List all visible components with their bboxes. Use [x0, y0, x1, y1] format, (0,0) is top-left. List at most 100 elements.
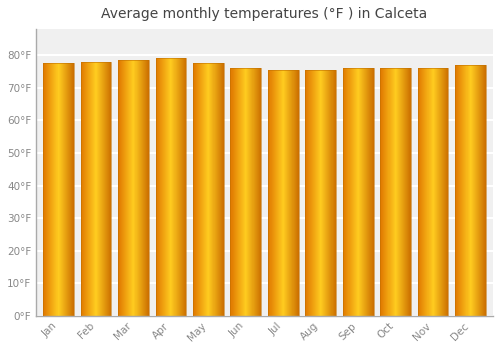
Bar — [345, 68, 346, 316]
Bar — [110, 62, 111, 316]
Bar — [61, 63, 62, 316]
Bar — [275, 70, 276, 316]
Bar — [136, 60, 137, 316]
Bar — [215, 63, 216, 316]
Bar — [440, 68, 441, 316]
Bar — [457, 65, 458, 316]
Bar — [89, 62, 90, 316]
Bar — [326, 70, 327, 316]
Bar — [248, 68, 249, 316]
Bar — [222, 63, 223, 316]
Bar — [459, 65, 460, 316]
Bar — [331, 70, 332, 316]
Bar — [370, 68, 371, 316]
Bar — [108, 62, 109, 316]
Bar — [428, 68, 429, 316]
Bar — [90, 62, 91, 316]
Bar — [206, 63, 207, 316]
Bar — [73, 63, 74, 316]
Bar — [140, 60, 141, 316]
Bar — [432, 68, 433, 316]
Bar — [180, 58, 181, 316]
Bar — [444, 68, 445, 316]
Bar — [436, 68, 437, 316]
Bar — [434, 68, 435, 316]
Bar — [233, 68, 234, 316]
Bar — [258, 68, 259, 316]
Bar — [380, 68, 411, 316]
Bar — [268, 70, 298, 316]
Bar — [178, 58, 179, 316]
Bar — [429, 68, 430, 316]
Bar — [323, 70, 324, 316]
Bar — [47, 63, 48, 316]
Bar — [464, 65, 465, 316]
Bar — [344, 68, 345, 316]
Bar — [183, 58, 184, 316]
Bar — [314, 70, 315, 316]
Bar — [201, 63, 202, 316]
Bar — [418, 68, 419, 316]
Bar — [118, 60, 119, 316]
Bar — [443, 68, 444, 316]
Bar — [139, 60, 140, 316]
Bar — [235, 68, 236, 316]
Bar — [134, 60, 135, 316]
Bar — [306, 70, 307, 316]
Bar — [207, 63, 208, 316]
Bar — [196, 63, 197, 316]
Bar — [236, 68, 237, 316]
Bar — [325, 70, 326, 316]
Bar — [109, 62, 110, 316]
Bar — [482, 65, 483, 316]
Bar — [58, 63, 59, 316]
Bar — [349, 68, 350, 316]
Bar — [458, 65, 459, 316]
Bar — [133, 60, 134, 316]
Bar — [290, 70, 291, 316]
Bar — [156, 58, 157, 316]
Bar — [88, 62, 89, 316]
Bar — [67, 63, 68, 316]
Bar — [127, 60, 128, 316]
Bar — [476, 65, 477, 316]
Bar — [55, 63, 56, 316]
Bar — [430, 68, 431, 316]
Bar — [385, 68, 386, 316]
Bar — [118, 60, 149, 316]
Bar — [319, 70, 320, 316]
Bar — [348, 68, 349, 316]
Bar — [95, 62, 96, 316]
Bar — [483, 65, 484, 316]
Bar — [472, 65, 473, 316]
Bar — [433, 68, 434, 316]
Bar — [279, 70, 280, 316]
Bar — [312, 70, 313, 316]
Bar — [217, 63, 218, 316]
Bar — [361, 68, 362, 316]
Bar — [288, 70, 289, 316]
Bar — [243, 68, 244, 316]
Bar — [212, 63, 213, 316]
Bar — [368, 68, 369, 316]
Bar — [372, 68, 373, 316]
Bar — [176, 58, 177, 316]
Bar — [85, 62, 86, 316]
Bar — [241, 68, 242, 316]
Bar — [230, 68, 231, 316]
Bar — [86, 62, 87, 316]
Bar — [311, 70, 312, 316]
Bar — [231, 68, 232, 316]
Bar — [131, 60, 132, 316]
Bar — [419, 68, 420, 316]
Bar — [284, 70, 285, 316]
Bar — [388, 68, 389, 316]
Bar — [423, 68, 424, 316]
Bar — [394, 68, 395, 316]
Bar — [70, 63, 71, 316]
Bar — [194, 63, 195, 316]
Bar — [104, 62, 105, 316]
Bar — [354, 68, 355, 316]
Bar — [247, 68, 248, 316]
Bar — [197, 63, 198, 316]
